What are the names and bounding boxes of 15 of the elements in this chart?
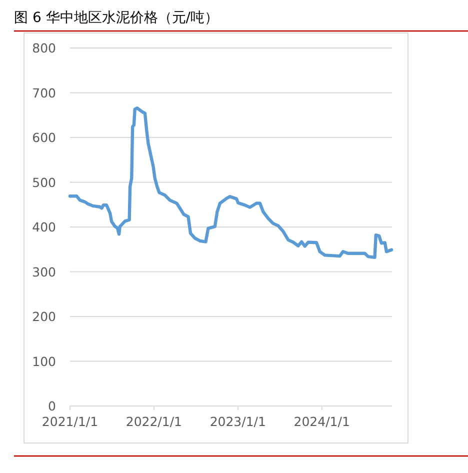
y-tick-label: 0 [48, 398, 56, 414]
y-tick-label: 700 [32, 85, 56, 100]
x-tick-label: 2021/1/1 [42, 414, 98, 429]
x-tick-label: 2023/1/1 [210, 414, 266, 429]
line-series [68, 106, 394, 260]
y-tick-label: 500 [32, 174, 56, 190]
y-tick-label: 300 [32, 264, 56, 280]
y-tick-label: 400 [32, 220, 56, 234]
x-tick-label: 2022/1/1 [126, 414, 182, 429]
y-tick-label: 200 [32, 309, 56, 324]
x-tick-label: 2024/1/1 [294, 414, 350, 429]
title: 图 6 华中地区水泥价格（元/吨） [14, 10, 219, 26]
y-tick-label: 600 [32, 130, 56, 145]
y-tick-label: 800 [32, 40, 56, 56]
y-tick-label: 100 [32, 354, 56, 369]
